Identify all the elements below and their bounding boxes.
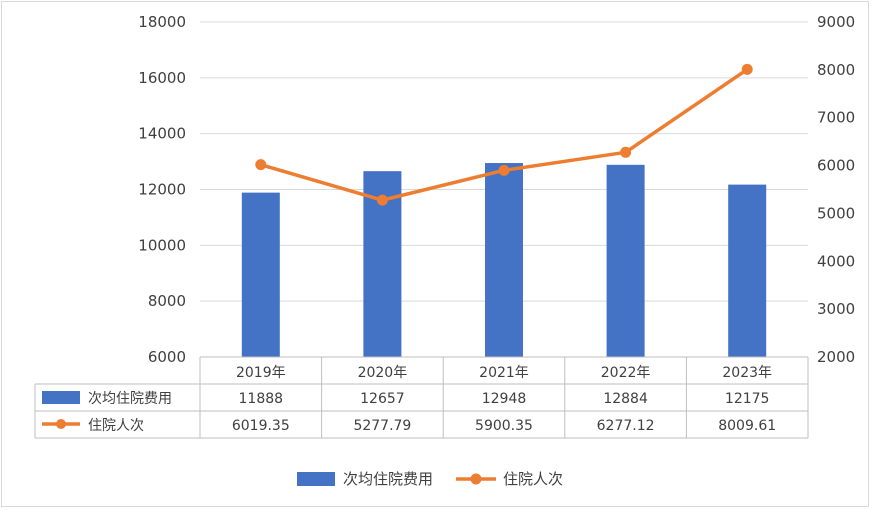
y-right-tick-label: 7000: [817, 109, 855, 127]
table-cell-value: 12948: [482, 391, 527, 407]
legend-line-marker: [470, 473, 482, 485]
table-cell-value: 8009.61: [718, 418, 776, 434]
y-right-tick-label: 3000: [817, 300, 855, 318]
line-point: [620, 146, 632, 158]
bar: [728, 184, 767, 357]
y-right-tick-label: 4000: [817, 252, 855, 270]
x-tick-label: 2020年: [358, 365, 408, 381]
table-cell-value: 6019.35: [232, 418, 290, 434]
legend-bar-swatch: [297, 472, 335, 486]
y-right-tick-label: 2000: [817, 348, 855, 366]
y-right-tick-label: 5000: [817, 204, 855, 222]
bar: [241, 192, 280, 357]
x-tick-label: 2022年: [601, 365, 651, 381]
table-series-name: 住院人次: [88, 418, 144, 434]
y-left-tick-label: 16000: [138, 69, 186, 87]
y-left-tick-label: 6000: [148, 348, 186, 366]
table-cell-value: 5900.35: [475, 418, 533, 434]
table-cell-value: 12884: [603, 391, 648, 407]
y-left-tick-label: 10000: [138, 236, 186, 254]
y-left-tick-label: 12000: [138, 181, 186, 199]
x-tick-label: 2019年: [236, 365, 286, 381]
bar: [485, 163, 523, 357]
y-right-tick-label: 6000: [817, 157, 855, 175]
table-cell-value: 12175: [725, 391, 770, 407]
line-point: [498, 164, 510, 176]
y-right-tick-label: 8000: [817, 61, 855, 79]
y-left-tick-label: 8000: [148, 292, 186, 310]
table-cell-value: 12657: [360, 391, 405, 407]
bar: [606, 164, 645, 357]
line-point: [255, 159, 267, 171]
legend-label: 次均住院费用: [343, 470, 433, 488]
table-cell-value: 6277.12: [597, 418, 655, 434]
y-left-tick-label: 14000: [138, 125, 186, 143]
table-cell-value: 11888: [239, 391, 284, 407]
table-cell-value: 5277.79: [353, 418, 411, 434]
table-bar-key: [42, 391, 80, 404]
table-line-key-marker: [56, 419, 66, 429]
legend-label: 住院人次: [503, 470, 563, 488]
line-point: [741, 63, 753, 75]
line-point: [376, 194, 388, 206]
table-series-name: 次均住院费用: [88, 391, 172, 407]
y-left-tick-label: 18000: [138, 13, 186, 31]
x-tick-label: 2021年: [479, 365, 529, 381]
x-tick-label: 2023年: [722, 365, 772, 381]
y-right-tick-label: 9000: [817, 13, 855, 31]
